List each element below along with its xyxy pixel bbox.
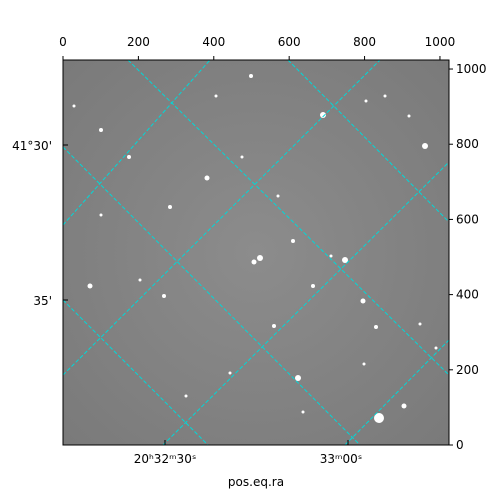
x-tick-label: 600: [278, 35, 301, 49]
wcs-x-tick-label: 20ʰ32ᵐ30ˢ: [134, 452, 197, 466]
x-axis-label: pos.eq.ra: [228, 475, 284, 489]
x-tick-label: 200: [127, 35, 150, 49]
wcs-y-tick-label: 35': [33, 294, 52, 308]
wcs-ticks: [63, 144, 349, 445]
y-tick-label: 400: [456, 288, 479, 302]
x-tick-label: 800: [353, 35, 376, 49]
y-tick-label: 1000: [456, 62, 487, 76]
wcs-x-tick-label: 33ᵐ00ˢ: [320, 452, 363, 466]
y-tick-label: 800: [456, 137, 479, 151]
stars: [72, 74, 438, 423]
y-tick-label: 600: [456, 212, 479, 226]
coordinate-grid: [62, 59, 450, 446]
x-tick-label: 400: [202, 35, 225, 49]
sky-image: [63, 60, 449, 445]
x-tick-label: 1000: [425, 35, 456, 49]
y-tick-label: 0: [456, 438, 464, 452]
x-tick-label: 0: [59, 35, 67, 49]
y-tick-label: 200: [456, 363, 479, 377]
plot-frame: [62, 59, 450, 446]
wcs-y-tick-label: 41°30': [12, 139, 52, 153]
